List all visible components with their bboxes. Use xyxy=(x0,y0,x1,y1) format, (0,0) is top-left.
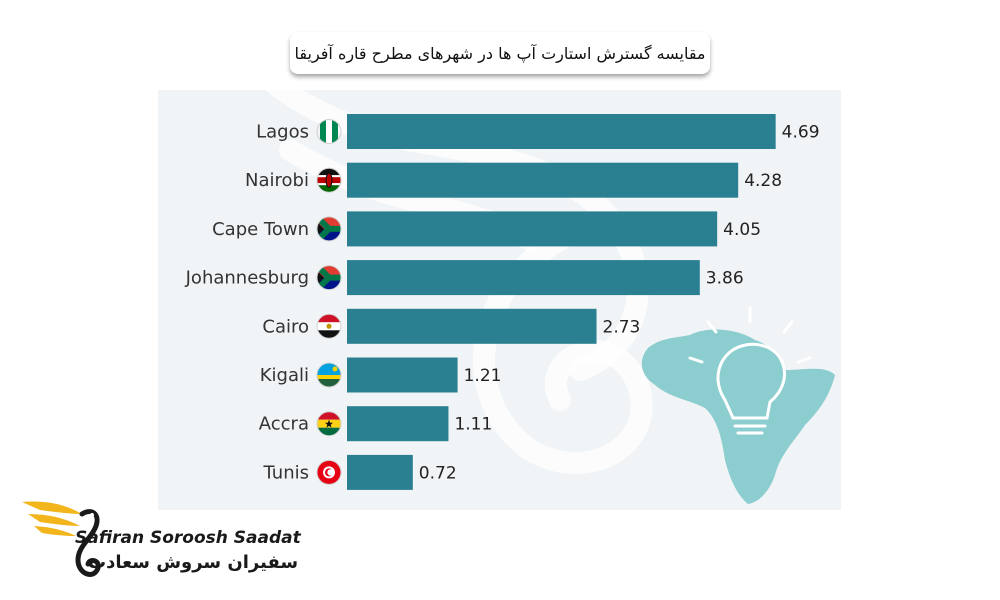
data-label: 1.11 xyxy=(454,415,492,435)
data-label: 2.73 xyxy=(603,317,641,337)
chart-title: مقایسه گسترش استارت آپ ها در شهرهای مطرح… xyxy=(290,32,710,74)
flag-border xyxy=(316,313,342,339)
bar-tunis xyxy=(347,454,413,490)
data-label: 3.86 xyxy=(706,269,744,289)
category-label: Lagos xyxy=(256,122,309,143)
data-label: 1.21 xyxy=(464,366,502,386)
flag-border xyxy=(316,265,342,291)
nigeria-flag-icon xyxy=(320,119,338,144)
south-africa-flag-icon xyxy=(317,265,341,290)
africa-lightbulb-icon xyxy=(641,306,835,504)
egypt-flag-icon xyxy=(317,314,341,339)
data-label: 4.28 xyxy=(744,171,782,191)
flag-border xyxy=(316,411,342,437)
data-label: 4.05 xyxy=(723,220,761,240)
brand-name-persian: سفیران سروش سعادت xyxy=(88,552,299,573)
data-label: 4.69 xyxy=(782,123,820,143)
bar-lagos xyxy=(347,114,776,149)
bar-accra xyxy=(347,406,449,442)
bar-kigali xyxy=(347,357,458,393)
tunisia-flag-icon xyxy=(317,460,341,485)
bar-cape-town xyxy=(347,211,718,247)
data-label: 0.72 xyxy=(419,463,457,483)
category-label: Cairo xyxy=(262,316,309,337)
category-label: Kigali xyxy=(260,365,309,386)
logo-bird-icon xyxy=(22,501,101,577)
flag-border xyxy=(316,167,342,193)
bar-johannesburg xyxy=(347,260,700,296)
ghana-flag-icon xyxy=(317,411,341,436)
category-label: Tunis xyxy=(263,462,309,483)
category-label: Cape Town xyxy=(212,219,309,240)
flag-border xyxy=(316,119,342,144)
category-label: Nairobi xyxy=(245,170,309,191)
category-label: Johannesburg xyxy=(185,268,309,289)
rwanda-flag-icon xyxy=(317,363,341,387)
kenya-flag-icon xyxy=(317,168,341,193)
category-label: Accra xyxy=(259,414,309,435)
south-africa-flag-icon xyxy=(317,216,341,241)
bar-nairobi xyxy=(347,162,739,198)
bar-cairo xyxy=(347,308,597,344)
brand-name-english: Safiran Soroosh Saadat xyxy=(75,528,301,548)
flag-border xyxy=(316,216,342,242)
flag-border xyxy=(316,362,342,388)
flag-border xyxy=(316,459,342,485)
